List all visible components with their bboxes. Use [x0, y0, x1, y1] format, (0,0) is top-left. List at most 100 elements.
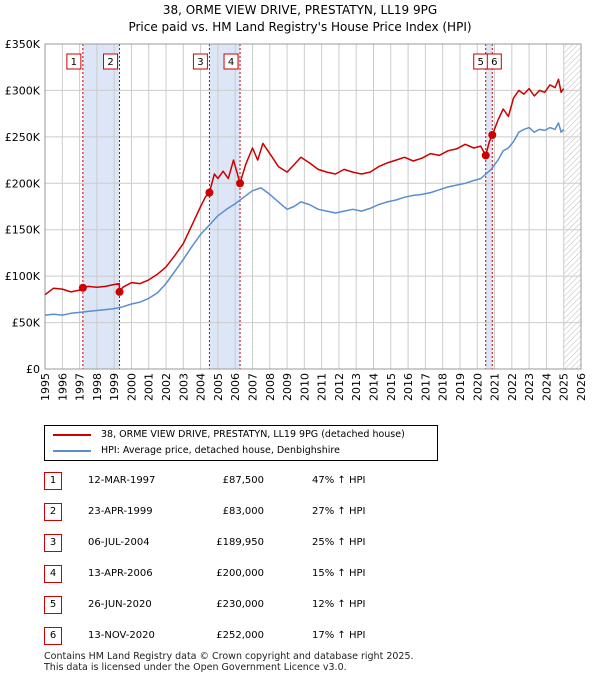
footer: Contains HM Land Registry data © Crown c…	[44, 651, 584, 673]
sale-price: £200,000	[216, 568, 264, 579]
sale-date: 13-NOV-2020	[88, 630, 155, 641]
sale-point	[481, 151, 490, 160]
forecast-hatch	[563, 44, 581, 369]
footer-copyright: Contains HM Land Registry data © Crown c…	[44, 651, 414, 662]
y-tick-label: £50K	[12, 317, 41, 330]
y-tick-label: £100K	[5, 270, 41, 283]
x-tick-label: 2020	[471, 373, 484, 401]
legend-swatch-property	[53, 434, 91, 436]
series-line-hpi	[44, 122, 565, 316]
sale-point	[78, 283, 87, 292]
sale-row: 4 13-APR-2006 £200,000 15% ↑ HPI	[44, 565, 584, 583]
x-tick-label: 2016	[402, 373, 415, 401]
sale-date: 26-JUN-2020	[88, 599, 152, 610]
sale-date: 06-JUL-2004	[88, 537, 150, 548]
x-tick-label: 1995	[39, 373, 52, 401]
x-tick-label: 2003	[177, 373, 190, 401]
sale-label-number: 5	[478, 57, 484, 68]
x-tick-label: 2000	[125, 373, 138, 401]
sale-label-box	[103, 53, 119, 70]
sale-hpi-change: 25% ↑ HPI	[312, 537, 366, 548]
plot-frame	[44, 43, 582, 370]
sale-hpi-change: 17% ↑ HPI	[312, 630, 366, 641]
sale-price: £87,500	[222, 475, 264, 486]
x-tick-label: 2011	[316, 373, 329, 401]
title-line-1: 38, ORME VIEW DRIVE, PRESTATYN, LL19 9PG	[162, 3, 438, 17]
legend-label-hpi: HPI: Average price, detached house, Denb…	[101, 445, 340, 456]
x-tick-label: 2006	[229, 373, 242, 401]
sale-row: 1 12-MAR-1997 £87,500 47% ↑ HPI	[44, 472, 584, 490]
sale-hpi-change: 27% ↑ HPI	[312, 506, 366, 517]
x-tick-label: 2009	[281, 373, 294, 401]
sale-date: 23-APR-1999	[88, 506, 153, 517]
sale-label-box	[486, 53, 502, 70]
y-tick-label: £300K	[5, 84, 41, 97]
legend-item-property: 38, ORME VIEW DRIVE, PRESTATYN, LL19 9PG…	[53, 428, 405, 442]
sale-number-badge: 5	[44, 596, 62, 614]
x-tick-label: 1998	[91, 373, 104, 401]
x-tick-label: 2001	[143, 373, 156, 401]
sale-number-badge: 4	[44, 565, 62, 583]
sale-label-number: 6	[491, 57, 497, 68]
legend-swatch-hpi	[53, 450, 91, 452]
x-tick-label: 2021	[489, 373, 502, 401]
sale-label-box	[223, 53, 239, 70]
x-tick-label: 2014	[368, 373, 381, 401]
x-tick-label: 2024	[540, 373, 553, 401]
sale-period-shade	[485, 44, 493, 369]
x-tick-label: 2015	[385, 373, 398, 401]
sale-date: 13-APR-2006	[88, 568, 153, 579]
sale-price: £252,000	[216, 630, 264, 641]
series-line-property	[44, 78, 565, 296]
legend: 38, ORME VIEW DRIVE, PRESTATYN, LL19 9PG…	[44, 425, 438, 461]
sale-number-badge: 2	[44, 503, 62, 521]
sale-label-number: 1	[71, 57, 77, 68]
sale-label-number: 4	[228, 57, 234, 68]
sale-label-number: 2	[107, 57, 113, 68]
y-tick-label: £0	[26, 363, 40, 376]
sale-row: 5 26-JUN-2020 £230,000 12% ↑ HPI	[44, 596, 584, 614]
x-tick-label: 2007	[246, 373, 259, 401]
y-tick-label: £150K	[5, 224, 41, 237]
y-tick-label: £250K	[5, 131, 41, 144]
sale-point	[236, 179, 245, 188]
sale-price: £189,950	[216, 537, 264, 548]
x-tick-label: 2023	[523, 373, 536, 401]
x-tick-label: 2010	[298, 373, 311, 401]
sale-hpi-change: 47% ↑ HPI	[312, 475, 366, 486]
y-tick-label: £200K	[5, 177, 41, 190]
sale-label-box	[192, 53, 208, 70]
sale-hpi-change: 12% ↑ HPI	[312, 599, 366, 610]
sale-number-badge: 1	[44, 472, 62, 490]
sale-number-badge: 6	[44, 627, 62, 645]
x-tick-label: 1996	[56, 373, 69, 401]
sale-point	[488, 131, 497, 139]
x-tick-label: 2013	[350, 373, 363, 401]
sale-point	[205, 188, 214, 197]
chart: £0 £50K £100K £150K £200K £250K £300K £350K 1995…	[5, 38, 588, 401]
sale-row: 2 23-APR-1999 £83,000 27% ↑ HPI	[44, 503, 584, 521]
sale-label-box	[66, 53, 82, 70]
title-line-2: Price paid vs. HM Land Registry's House …	[128, 20, 472, 34]
x-tick-label: 2012	[333, 373, 346, 401]
x-tick-label: 2026	[575, 373, 588, 401]
x-tick-label: 2019	[454, 373, 467, 401]
x-tick-label: 2002	[160, 373, 173, 401]
sale-price: £230,000	[216, 599, 264, 610]
legend-label-property: 38, ORME VIEW DRIVE, PRESTATYN, LL19 9PG…	[101, 429, 405, 440]
footer-licence: This data is licensed under the Open Gov…	[44, 662, 347, 673]
sale-row: 3 06-JUL-2004 £189,950 25% ↑ HPI	[44, 534, 584, 552]
sale-point	[115, 287, 124, 296]
sale-period-shade	[82, 44, 120, 369]
x-tick-label: 2017	[419, 373, 432, 401]
sale-row: 6 13-NOV-2020 £252,000 17% ↑ HPI	[44, 627, 584, 645]
x-tick-label: 2022	[506, 373, 519, 401]
chart-title: 38, ORME VIEW DRIVE, PRESTATYN, LL19 9PG…	[0, 2, 600, 36]
sale-number-badge: 3	[44, 534, 62, 552]
x-tick-label: 2004	[195, 373, 208, 401]
x-tick-label: 2025	[558, 373, 571, 401]
x-tick-label: 2008	[264, 373, 277, 401]
sale-price: £83,000	[222, 506, 264, 517]
x-tick-label: 2018	[437, 373, 450, 401]
x-tick-label: 1997	[74, 373, 87, 401]
